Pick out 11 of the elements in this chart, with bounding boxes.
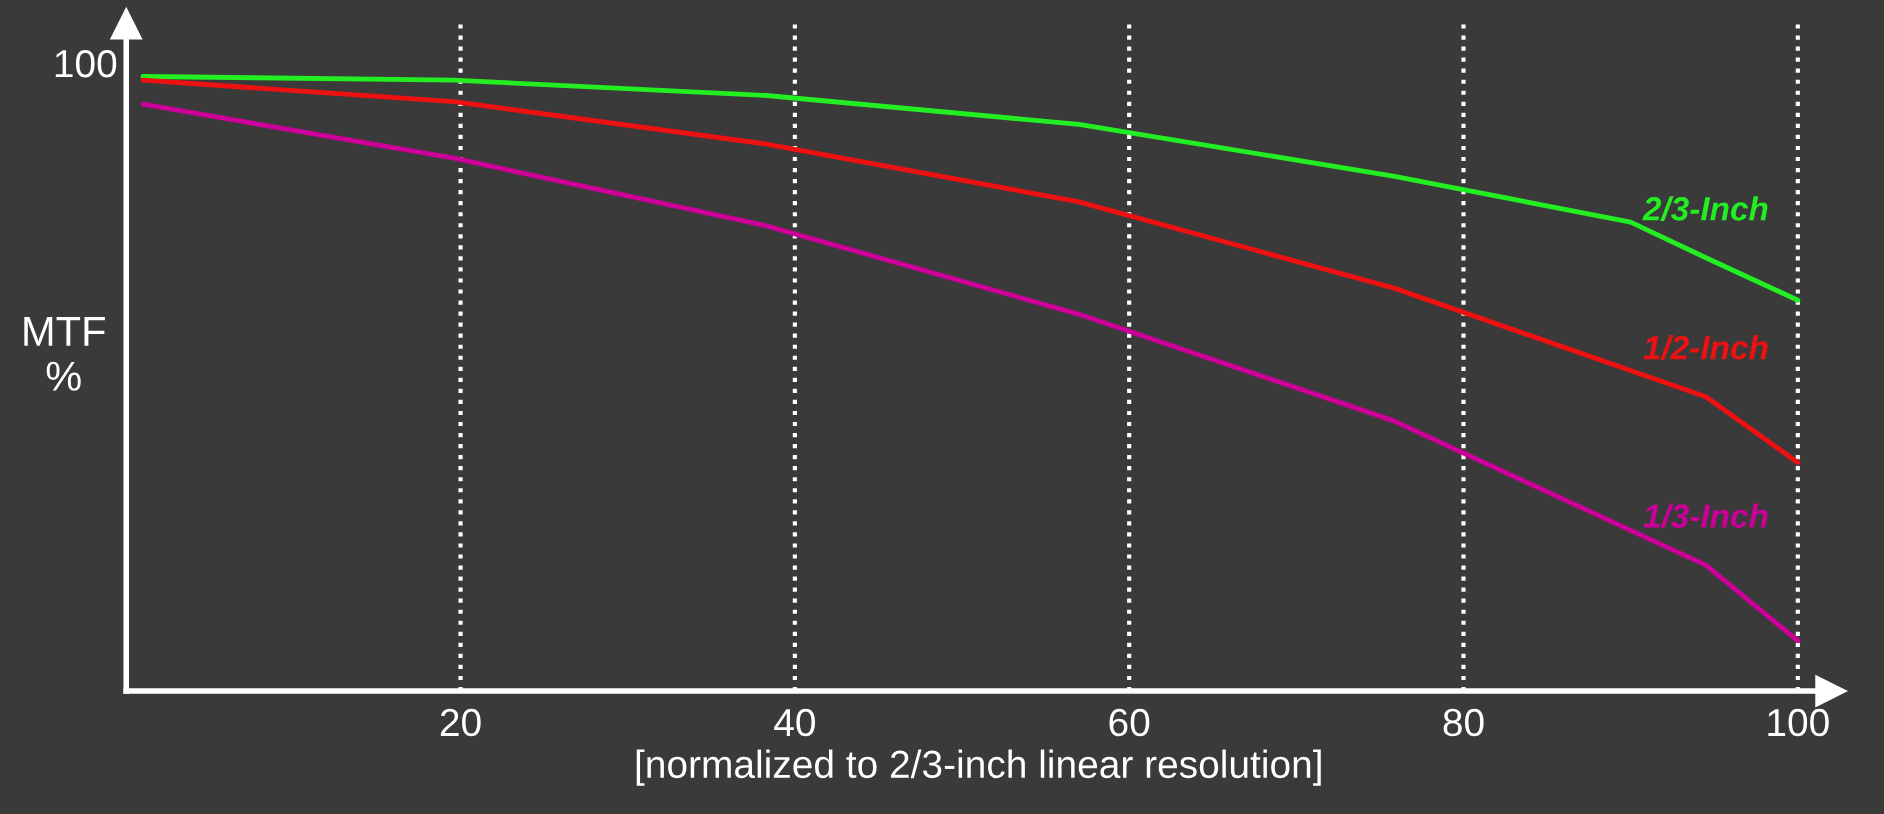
x-tick-label: 40 xyxy=(774,708,815,737)
x-axis-title: [normalized to 2/3-inch linear resolution] xyxy=(636,749,1321,786)
series-label: 2/3-Inch xyxy=(1642,196,1768,221)
x-tick-label: 100 xyxy=(1768,708,1829,737)
series-label: 1/3-Inch xyxy=(1643,503,1768,529)
series-label: 1/2-Inch xyxy=(1643,335,1768,360)
x-tick-label: 60 xyxy=(1109,708,1150,737)
x-tick-label: 20 xyxy=(440,708,481,737)
x-tick-label: 80 xyxy=(1443,708,1484,737)
y-axis-title: MTF % xyxy=(24,317,105,391)
text: 100 xyxy=(55,49,117,78)
